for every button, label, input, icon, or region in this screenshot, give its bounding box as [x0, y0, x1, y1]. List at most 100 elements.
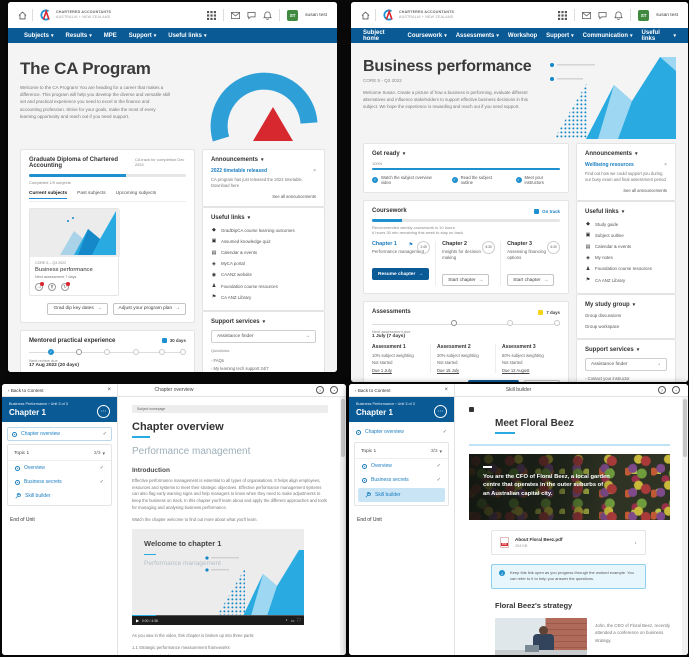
nav-useful-links[interactable]: Useful links	[642, 30, 676, 42]
subject-name[interactable]: Business performance	[35, 266, 93, 273]
chat-icon[interactable]	[598, 11, 607, 20]
tab-upcoming-subjects[interactable]: Upcoming subjects	[115, 190, 157, 196]
scrollbar[interactable]	[340, 397, 346, 655]
link-caanz-library[interactable]: ⚑ CA ANZ Library	[585, 277, 626, 284]
adjust-program-plan-button[interactable]: Adjust your program plan	[112, 302, 186, 315]
nav-results[interactable]: Results	[66, 33, 92, 39]
useful-links-title[interactable]: Useful links	[211, 215, 316, 221]
see-all-announcements-link[interactable]: See all announcements	[623, 187, 667, 193]
sidebar-breadcrumb[interactable]: Business Performance › Unit 3 of 3	[356, 402, 415, 406]
resume-chapter-button[interactable]: Resume chapter	[372, 268, 430, 281]
back-to-content-link[interactable]: Back to Content	[355, 388, 391, 393]
sidebar-item-business-secrets[interactable]: Business secrets	[355, 473, 448, 487]
link-myca-portal[interactable]: ◈ MyCA portal	[212, 260, 245, 267]
captions-icon[interactable]: ▭	[290, 619, 295, 624]
link-my-notes[interactable]: ◈ My notes	[586, 254, 613, 261]
link-caanz-website[interactable]: ◉ CAANZ website	[211, 271, 252, 278]
subject-card[interactable]: CORE 5 – Q3 2022 Business performance Ne…	[29, 207, 120, 296]
close-icon[interactable]	[107, 387, 111, 393]
video-controls[interactable]: 0:00 / 4:38 ◖▭⛶	[132, 614, 304, 626]
help-icon[interactable]: ?	[316, 386, 324, 394]
waffle-grid-icon[interactable]	[558, 10, 568, 20]
get-ready-item[interactable]: Meet your instructors	[515, 175, 560, 185]
assessment-due-link[interactable]: Due 12 August	[502, 367, 530, 373]
progress-icon[interactable]: ◔	[672, 386, 680, 394]
useful-links-title[interactable]: Useful links	[585, 209, 667, 215]
announcements-title[interactable]: Announcements	[585, 151, 667, 157]
pdf-attachment[interactable]: About Floral Beez.pdf 204 KB	[491, 530, 646, 555]
nav-coursework[interactable]: Coursework	[408, 33, 447, 39]
sidebar-item-business-secrets[interactable]: Business secrets	[8, 475, 111, 489]
quicklink-tech-support[interactable]: My learning tech support 24/7	[211, 365, 316, 372]
quicklink-contact-instructor[interactable]: Contact your instructor	[585, 375, 667, 382]
chapter-name[interactable]: Chapter 3	[507, 240, 532, 247]
updates-icon[interactable]: ↻	[61, 282, 70, 291]
assessment-due-link[interactable]: Due 1 July	[372, 367, 392, 373]
assessment-due-link[interactable]: Due 15 July	[437, 367, 460, 373]
announcement-link[interactable]: 2022 timetable released	[210, 168, 268, 174]
link-foundation-resources[interactable]: ♟ Foundation course resources	[211, 283, 278, 290]
sidebar-item-skill-builder[interactable]: Skill builder	[358, 488, 445, 502]
scrollbar[interactable]	[682, 397, 688, 655]
study-group-title[interactable]: My study group	[585, 302, 667, 308]
volume-icon[interactable]: ◖	[285, 618, 288, 623]
nav-support[interactable]: Support	[546, 33, 574, 39]
support-title[interactable]: Support services	[585, 347, 667, 353]
sidebar-item-overview[interactable]: Overview	[355, 459, 448, 473]
discussion-icon[interactable]: ❡	[48, 282, 56, 291]
chapter-name[interactable]: Chapter 1	[372, 240, 397, 247]
link-group-discussions[interactable]: Group discussions	[585, 313, 622, 319]
link-knowledge-quiz[interactable]: ▣ Assumed knowledge quiz	[211, 238, 271, 245]
support-title[interactable]: Support services	[211, 319, 316, 325]
grad-dip-key-dates-button[interactable]: Grad dip key dates	[47, 302, 108, 315]
link-study-guide[interactable]: ◆ Study guide	[586, 221, 619, 228]
mpe-portal-button[interactable]: MPE portal	[141, 371, 186, 372]
home-icon[interactable]	[18, 11, 27, 20]
fullscreen-icon[interactable]: ⛶	[297, 618, 300, 623]
back-to-content-link[interactable]: Back to Content	[8, 388, 44, 393]
link-group-workspace[interactable]: Group workspace	[585, 323, 620, 329]
close-icon[interactable]	[664, 162, 667, 168]
subject-homepage-pill[interactable]: Subject homepage	[132, 405, 328, 413]
link-calendar-events[interactable]: ▤ Calendar & events	[585, 243, 632, 250]
home-icon[interactable]	[361, 11, 370, 20]
get-ready-item[interactable]: Watch the subject overview video	[372, 175, 438, 185]
chapter-video-player[interactable]: Welcome to chapter 1 Performance managem…	[132, 529, 304, 626]
user-name[interactable]: susan test	[656, 12, 678, 18]
topic-header[interactable]: Topic 1 2/3	[8, 447, 111, 461]
assistance-finder[interactable]: Assistance finder	[210, 329, 316, 343]
nav-assessments[interactable]: Assessments	[456, 33, 499, 39]
video-seekbar[interactable]	[132, 614, 304, 617]
play-icon[interactable]	[136, 618, 139, 623]
download-icon[interactable]	[635, 540, 638, 546]
nav-subjects[interactable]: Subjects	[24, 33, 54, 39]
close-icon[interactable]	[313, 168, 316, 174]
bell-icon[interactable]	[614, 11, 623, 20]
chat-icon[interactable]	[247, 11, 256, 20]
waffle-grid-icon[interactable]	[207, 10, 217, 20]
chapter-name[interactable]: Chapter 2	[442, 240, 467, 247]
quicklink-faqs[interactable]: FAQs	[211, 357, 316, 365]
get-ready-item[interactable]: Read the subject outline	[451, 175, 502, 185]
link-caanz-library[interactable]: ⚑ CA ANZ Library	[211, 294, 252, 301]
link-calendar-events[interactable]: ▤ Calendar & events	[211, 249, 258, 256]
link-subject-outline[interactable]: ▣ Subject outline	[585, 232, 624, 239]
link-foundation-resources[interactable]: ♟ Foundation course resources	[585, 265, 652, 272]
assistance-finder[interactable]: Assistance finder	[585, 358, 667, 372]
tab-current-subjects[interactable]: Current subjects	[29, 191, 68, 199]
see-all-announcements-link[interactable]: See all announcements	[272, 193, 316, 199]
link-graddipca-outcomes[interactable]: ◆ GradDipCA course learning outcomes	[212, 227, 295, 234]
avatar[interactable]: ST	[638, 9, 650, 21]
announcement-link[interactable]: Wellbeing resources	[585, 162, 634, 168]
toc-toggle-icon[interactable]	[469, 407, 474, 412]
nav-support[interactable]: Support	[129, 33, 157, 39]
sidebar-item-overview[interactable]: Overview	[8, 461, 111, 475]
nav-workshop[interactable]: Workshop	[507, 32, 538, 39]
nav-communication[interactable]: Communication	[583, 33, 633, 39]
sidebar-item-chapter-overview[interactable]: Chapter overview	[349, 425, 454, 439]
close-icon[interactable]	[444, 387, 448, 393]
start-chapter-button[interactable]: Start chapter	[442, 274, 490, 287]
results-button[interactable]: Results	[524, 379, 560, 382]
sidebar-breadcrumb[interactable]: Business Performance › Unit 3 of 3	[9, 402, 68, 406]
announcements-title[interactable]: Announcements	[211, 157, 316, 163]
